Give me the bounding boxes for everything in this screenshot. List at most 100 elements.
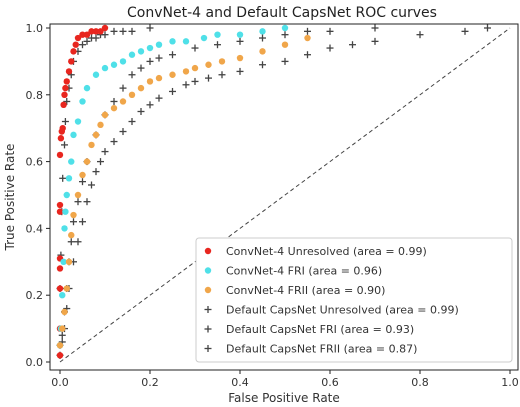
- x-tick-label: 0.6: [321, 376, 339, 389]
- diagonal-reference-line: [59, 27, 511, 363]
- data-point: [83, 158, 91, 165]
- data-point: [92, 28, 100, 35]
- data-point: [371, 24, 379, 32]
- chart-title: ConvNet-4 and Default CapsNet ROC curves: [127, 5, 437, 21]
- data-point: [218, 58, 226, 65]
- data-point: [119, 27, 127, 35]
- x-axis-ticks: 0.0 0.2 0.4 0.6 0.8 1.0: [51, 370, 519, 389]
- data-point: [88, 141, 95, 149]
- y-tick-label: 0.8: [26, 89, 44, 102]
- x-axis-label: False Positive Rate: [228, 391, 340, 405]
- data-point: [461, 27, 469, 35]
- x-tick-label: 0.8: [411, 376, 429, 389]
- data-point: [200, 34, 208, 42]
- data-point: [182, 81, 190, 89]
- data-point: [214, 41, 221, 49]
- data-point: [62, 84, 69, 92]
- data-point: [97, 121, 104, 129]
- data-point: [169, 51, 176, 59]
- data-point: [146, 78, 154, 85]
- data-point: [83, 37, 91, 45]
- data-point: [214, 31, 221, 38]
- data-point: [88, 28, 95, 35]
- data-point: [83, 31, 91, 38]
- data-point: [205, 61, 212, 68]
- data-point: [169, 71, 176, 78]
- y-axis-ticks: 0.0 0.2 0.4 0.6 0.8 1.0: [26, 22, 50, 369]
- data-point: [101, 24, 109, 32]
- data-point: [218, 71, 226, 79]
- y-axis-label: True Positive Rate: [3, 144, 17, 252]
- data-point: [146, 24, 154, 32]
- data-point: [60, 101, 67, 109]
- data-point: [191, 44, 199, 52]
- x-tick-label: 0.0: [51, 376, 69, 389]
- y-tick-label: 1.0: [26, 22, 44, 35]
- data-point: [65, 258, 73, 265]
- data-point: [119, 84, 127, 92]
- data-point: [128, 91, 136, 99]
- data-point: [79, 171, 86, 179]
- data-point: [56, 151, 64, 159]
- data-point: [65, 68, 73, 75]
- data-point: [56, 352, 64, 359]
- x-tick-label: 0.4: [231, 376, 249, 389]
- data-point: [101, 64, 109, 72]
- data-point: [63, 285, 70, 292]
- data-point: [65, 175, 73, 182]
- data-point: [110, 138, 118, 146]
- data-point: [88, 181, 95, 189]
- data-point: [74, 198, 82, 206]
- data-point: [56, 342, 64, 349]
- legend-marker: [204, 345, 212, 352]
- legend-marker: [204, 306, 212, 313]
- data-point: [155, 94, 163, 102]
- data-point: [191, 77, 199, 85]
- data-point: [101, 111, 109, 119]
- data-point: [259, 28, 266, 35]
- legend-marker: [204, 325, 212, 333]
- data-point: [79, 98, 86, 105]
- data-point: [72, 41, 79, 48]
- data-point: [128, 27, 136, 35]
- data-point: [61, 91, 68, 99]
- data-point: [169, 87, 176, 95]
- data-point: [70, 211, 77, 219]
- legend-label: Default CapsNet FRI (area = 0.93): [226, 323, 414, 336]
- data-point: [74, 118, 82, 125]
- data-point: [70, 48, 77, 55]
- data-point: [92, 34, 100, 42]
- data-point: [259, 48, 266, 55]
- data-point: [68, 58, 75, 65]
- data-point: [110, 27, 118, 35]
- data-point: [56, 201, 64, 209]
- legend-label: ConvNet-4 Unresolved (area = 0.99): [226, 245, 427, 258]
- data-point: [61, 308, 68, 316]
- data-point: [484, 24, 491, 32]
- data-point: [56, 285, 64, 292]
- data-point: [236, 67, 244, 75]
- data-point: [137, 48, 145, 55]
- data-point: [146, 101, 154, 109]
- data-point: [61, 141, 68, 149]
- legend-marker: [204, 267, 212, 274]
- data-point: [281, 57, 289, 65]
- data-point: [61, 118, 69, 126]
- data-point: [74, 238, 82, 246]
- data-point: [79, 218, 86, 226]
- data-point: [56, 265, 64, 272]
- data-point: [61, 225, 68, 232]
- data-point: [59, 325, 66, 332]
- data-point: [63, 97, 71, 105]
- data-point: [110, 61, 118, 68]
- data-point: [59, 174, 67, 182]
- data-point: [137, 84, 145, 92]
- data-point: [146, 57, 154, 65]
- data-point: [56, 208, 64, 215]
- data-point: [326, 44, 334, 52]
- data-point: [146, 44, 154, 52]
- data-point: [92, 168, 100, 176]
- data-point: [155, 54, 163, 62]
